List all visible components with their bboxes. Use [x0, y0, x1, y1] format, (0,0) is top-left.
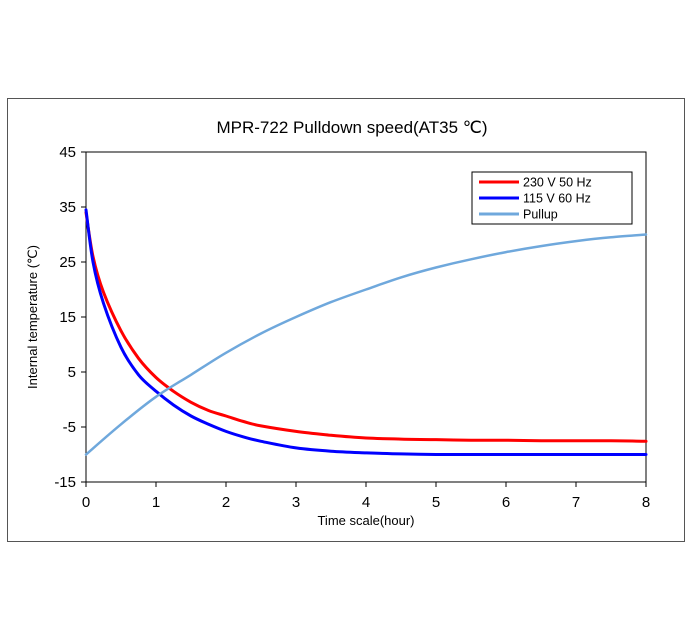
series-line-115-v-60-hz [84, 208, 648, 457]
y-tick-label: -15 [54, 474, 76, 491]
x-tick-label: 6 [502, 494, 510, 511]
x-tick-label: 5 [432, 494, 440, 511]
series-line-pullup [84, 233, 648, 456]
y-axis: 45 35 25 15 5 -5 -15 [54, 144, 86, 491]
series-group [84, 208, 648, 457]
x-tick-label: 7 [572, 494, 580, 511]
x-tick-label: 2 [222, 494, 230, 511]
y-tick-label: 45 [59, 144, 76, 161]
x-tick-label: 8 [642, 494, 650, 511]
x-tick-label: 4 [362, 494, 370, 511]
y-tick-label: 15 [59, 309, 76, 326]
y-tick-label: -5 [63, 419, 76, 436]
x-axis-label: Time scale(hour) [317, 513, 414, 528]
y-tick-label: 25 [59, 254, 76, 271]
series-line-230-v-50-hz [84, 211, 648, 443]
legend-label-115-v-60-hz: 115 V 60 Hz [523, 192, 591, 206]
y-tick-label: 35 [59, 199, 76, 216]
legend-label-230-v-50-hz: 230 V 50 Hz [523, 176, 592, 190]
y-tick-label: 5 [68, 364, 76, 381]
x-tick-label: 0 [82, 494, 90, 511]
legend-label-pullup: Pullup [523, 208, 558, 222]
x-axis: 0 1 2 3 4 5 6 7 8 [82, 482, 650, 511]
x-tick-label: 1 [152, 494, 160, 511]
chart-title: MPR-722 Pulldown speed(AT35 ℃) [216, 118, 487, 137]
y-axis-label: Internal temperature (℃) [25, 245, 40, 389]
x-tick-label: 3 [292, 494, 300, 511]
legend: 230 V 50 Hz 115 V 60 Hz Pullup [471, 171, 633, 225]
